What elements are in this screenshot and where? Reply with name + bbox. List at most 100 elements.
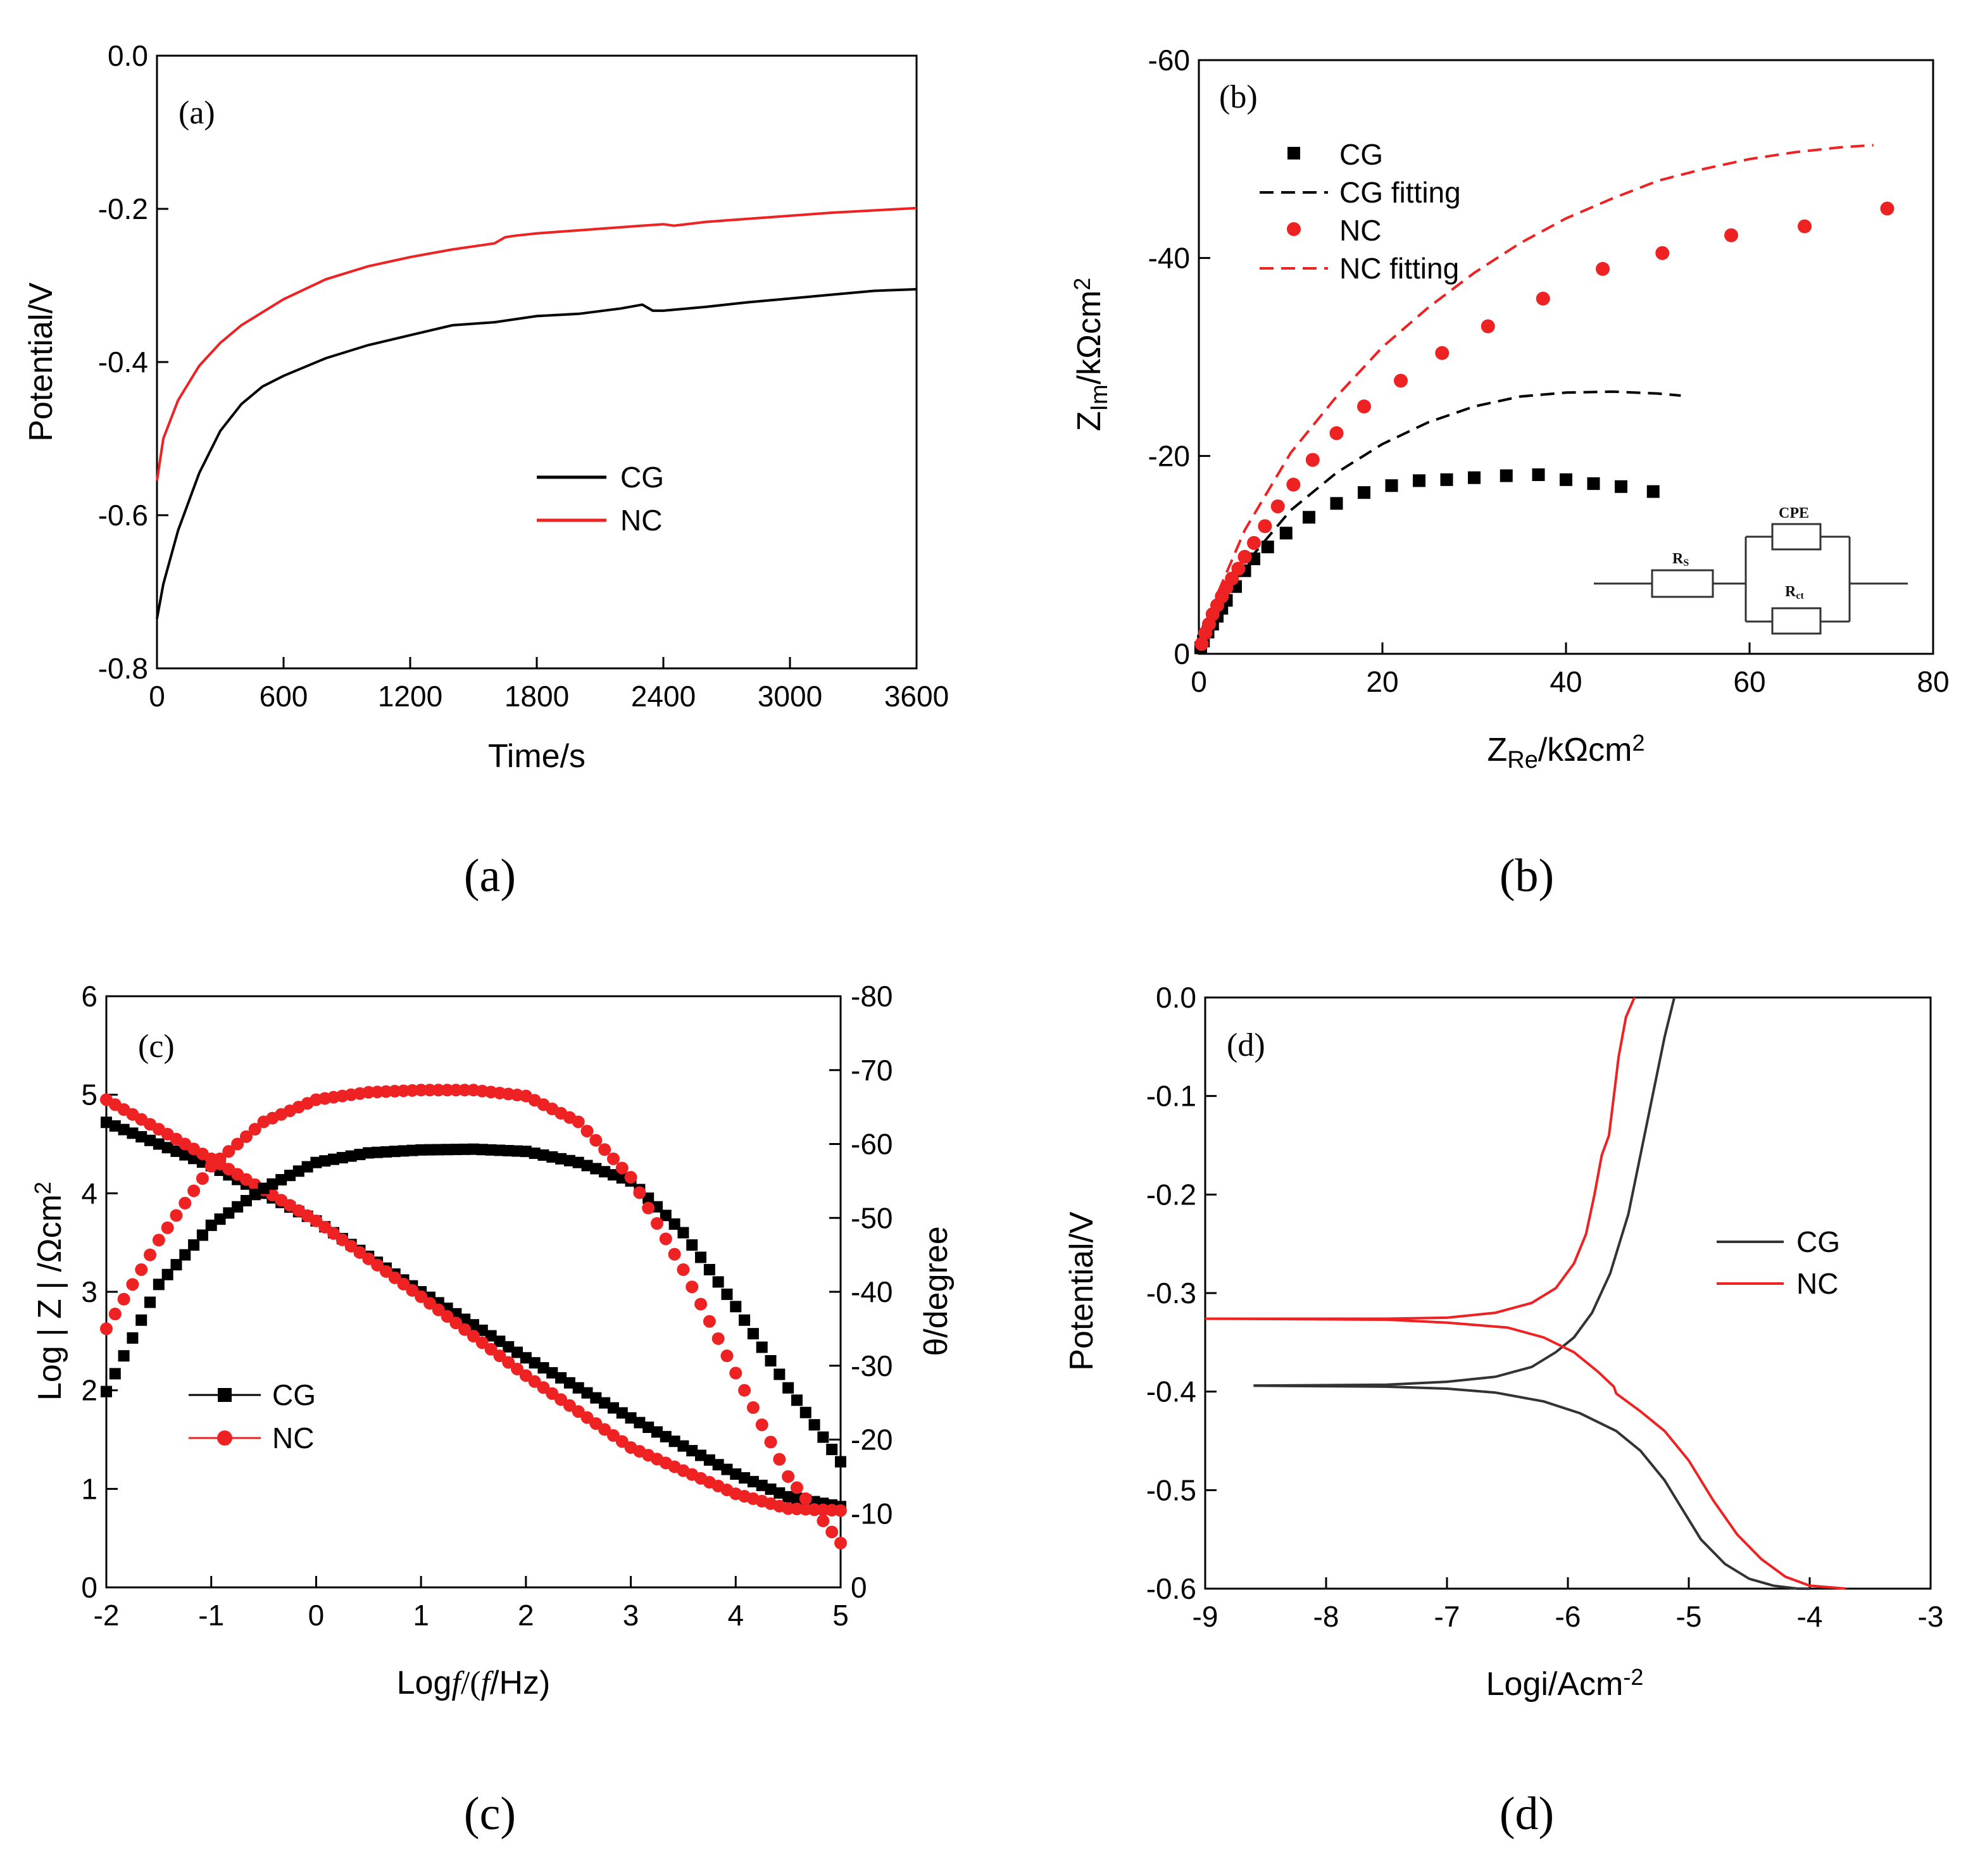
x-tick-label-a: 2400 [631,680,696,713]
point-cg-phase-c [511,1145,523,1157]
point-nc-phase-c [161,1221,174,1234]
point-cg-b [1646,485,1660,498]
point-nc-phase-c [458,1084,472,1097]
panel-b: 0 20 40 60 80 0 -20 -40 -60 (b) CG CG fitting NC… [1069,44,1950,773]
point-nc-phase-c [415,1084,428,1097]
point-nc-phase-c [668,1248,681,1261]
caption-c: (c) [464,1788,516,1840]
point-nc-z-c [397,1277,410,1291]
point-cg-phase-c [642,1192,655,1204]
point-cg-phase-c [249,1189,261,1201]
panel-c: -2 -1 0 1 2 3 4 501234560-10-20-30-40-50-60-70-… [30,980,955,1701]
legend-label-nc-b: NC [1339,214,1381,247]
point-cg-phase-c [232,1201,244,1213]
point-cg-phase-c [485,1144,497,1156]
point-cg-phase-c [380,1146,392,1158]
point-cg-phase-c [161,1268,173,1280]
caption-a: (a) [464,850,516,902]
point-cg-phase-c [398,1145,410,1157]
y-tick-label-c: 3 [81,1275,97,1308]
point-cg-phase-c [258,1182,270,1194]
point-cg-b [1413,474,1425,487]
point-cg-z-c [503,1341,515,1353]
x-axis-label-a: Time/s [488,738,586,775]
y-tick-label-c: 2 [81,1374,97,1407]
point-nc-phase-c [642,1201,655,1215]
point-nc-z-c [458,1323,472,1336]
legend-label-cgfit-b: CG fitting [1339,176,1461,209]
point-nc-b [1724,228,1738,242]
y-tick-label-c: 4 [81,1177,97,1210]
point-cg-phase-c [214,1213,226,1225]
y2-tick-label-c: -40 [851,1275,893,1308]
point-nc-b [1286,477,1301,492]
point-nc-b [1596,261,1610,276]
point-cg-phase-c [336,1152,348,1164]
panel-d: -9 -8 -7 -6 -5 -4 -3 0.0 -0.1 -0.2 -0.3 -0.4 -0.5 -0.… [1063,981,1943,1703]
legend-label-cg-b: CG [1339,138,1383,171]
point-nc-phase-c [808,1503,821,1516]
point-nc-z-c [449,1316,463,1330]
legend-marker-cg-c [218,1388,232,1402]
y-tick-label-c: 6 [81,980,97,1013]
point-nc-b [1394,373,1408,388]
point-cg-phase-c [686,1239,698,1251]
point-cg-phase-c [441,1144,453,1156]
legend-marker-nc-b [1287,222,1301,236]
point-cg-phase-c [205,1219,217,1231]
point-cg-phase-c [284,1170,296,1182]
point-cg-phase-c [765,1354,777,1366]
point-cg-phase-c [572,1156,584,1168]
y-tick-label-b: 0 [1174,637,1190,670]
point-cg-z-c [634,1416,646,1429]
x-tick-label-b: 20 [1366,665,1398,698]
point-cg-phase-c [555,1153,567,1165]
panel-a: 0 600 1200 1800 2400 3000 3600 0.0 -0.2 -0.4 -0.6 -… [23,39,949,775]
point-cg-phase-c [756,1341,768,1353]
point-cg-z-c [712,1459,724,1471]
x-tick-label-d: -7 [1434,1600,1460,1633]
point-cg-z-c [616,1407,628,1419]
point-nc-phase-c [659,1232,672,1246]
point-cg-z-c [101,1116,112,1129]
point-nc-phase-c [598,1143,611,1156]
x-tick-label-a: 1800 [504,680,569,713]
point-cg-phase-c [835,1456,846,1468]
point-nc-phase-c [677,1263,690,1276]
point-nc-phase-c [817,1514,830,1527]
point-cg-phase-c [101,1385,112,1398]
point-nc-phase-c [126,1278,139,1291]
point-nc-phase-c [606,1152,620,1165]
point-cg-phase-c [563,1154,575,1166]
point-nc-phase-c [231,1137,244,1151]
point-cg-phase-c [135,1314,147,1326]
y-tick-label-c: 1 [81,1472,97,1505]
y-tick-label-d: 0.0 [1156,981,1196,1014]
y2-tick-label-c: -70 [851,1054,893,1087]
y-tick-label-a: -0.2 [98,192,148,225]
point-nc-phase-c [213,1152,227,1165]
x-tick-label-d: -8 [1313,1600,1339,1633]
legend-label-nc-a: NC [620,504,662,537]
y2-tick-label-c: -20 [851,1423,893,1456]
x-tick-label-c: 5 [832,1599,849,1632]
point-cg-phase-c [774,1368,786,1380]
point-cg-phase-c [817,1431,829,1443]
point-cg-phase-c [703,1263,715,1275]
point-cg-z-c [153,1138,165,1150]
point-nc-phase-c [782,1470,795,1483]
point-nc-phase-c [152,1234,165,1247]
point-nc-z-c [362,1252,375,1265]
point-cg-phase-c [423,1144,435,1156]
point-nc-phase-c [170,1209,183,1222]
point-nc-phase-c [117,1292,130,1306]
caption-b: (b) [1500,850,1554,902]
legend-label-nc-d: NC [1796,1267,1838,1300]
point-cg-phase-c [747,1328,759,1340]
point-cg-phase-c [782,1382,794,1394]
point-cg-b [1279,527,1293,540]
circuit-label-rs: RS [1672,551,1689,568]
y-tick-label-c: 0 [81,1571,97,1604]
y2-tick-label-c: 0 [851,1571,867,1604]
point-cg-phase-c [459,1143,471,1155]
